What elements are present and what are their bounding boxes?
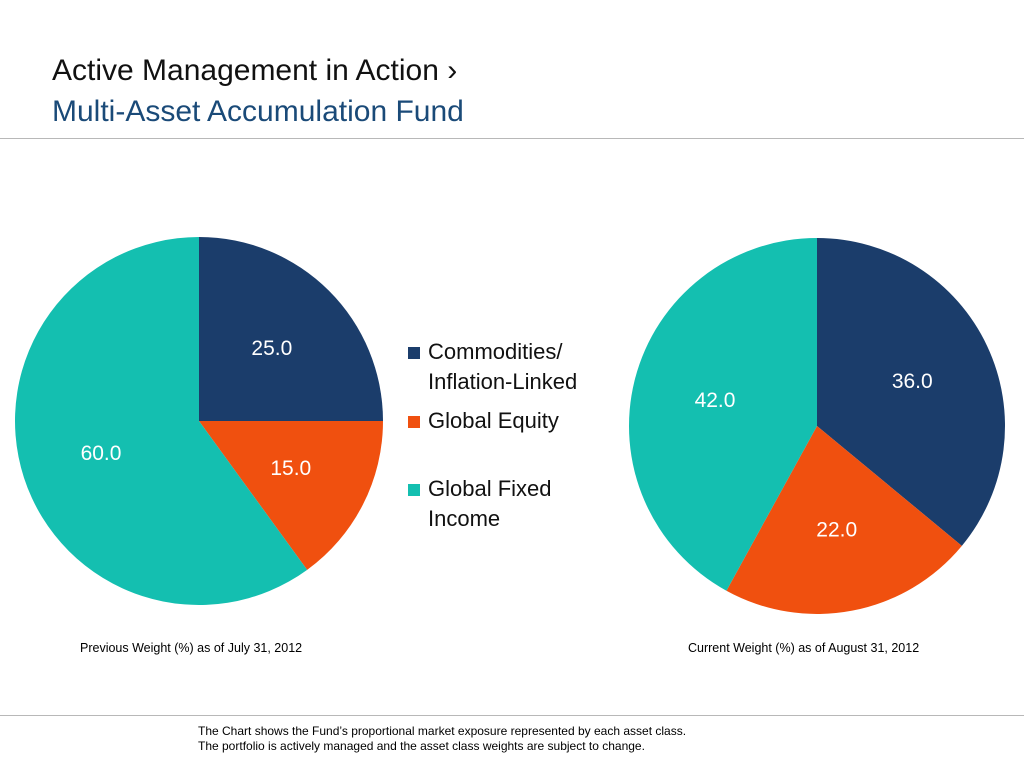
footer-divider bbox=[0, 715, 1024, 716]
current-slice-commodities-inflation-linked bbox=[817, 238, 1005, 546]
current-data-label-global-fixed-income: 42.0 bbox=[695, 389, 736, 412]
chart-caption-previous: Previous Weight (%) as of July 31, 2012 bbox=[80, 641, 303, 655]
header-divider bbox=[0, 138, 1024, 139]
legend-label-1-line-2: Inflation-Linked bbox=[428, 369, 577, 394]
page-title: Active Management in Action › bbox=[52, 54, 458, 87]
legend-label-3-line-2: Income bbox=[428, 506, 500, 531]
chart-caption-current: Current Weight (%) as of August 31, 2012 bbox=[688, 641, 920, 655]
current-slice-global-equity bbox=[726, 426, 962, 614]
previous-data-label-global-equity: 15.0 bbox=[270, 457, 311, 480]
current-data-label-global-equity: 22.0 bbox=[816, 518, 857, 541]
previous-data-label-commodities-inflation-linked: 25.0 bbox=[251, 337, 292, 360]
pie-chart-previous: 25.0 15.0 60.0 bbox=[15, 237, 383, 605]
legend-label-3-line-1: Global Fixed bbox=[428, 476, 552, 501]
current-slice-global-fixed-income bbox=[629, 238, 817, 591]
current-data-label-commodities-inflation-linked: 36.0 bbox=[892, 370, 933, 393]
legend-swatch-2 bbox=[408, 416, 420, 428]
legend-label-1-line-1: Commodities/ bbox=[428, 339, 563, 364]
legend-swatch-3 bbox=[408, 484, 420, 496]
footnote-line-1: The Chart shows the Fund’s proportional … bbox=[198, 724, 687, 738]
pie-chart-current: 36.0 22.0 42.0 bbox=[629, 238, 1005, 614]
footnote: The Chart shows the Fund’s proportional … bbox=[198, 724, 686, 754]
previous-slice-commodities-inflation-linked bbox=[199, 237, 383, 421]
previous-slice-global-equity bbox=[199, 421, 383, 570]
pie-charts: 25.0 15.0 60.0 36.0 22.0 42.0 Commodities/In… bbox=[15, 237, 1005, 614]
footnote-line-2: The portfolio is actively managed and th… bbox=[198, 739, 645, 753]
legend-label-2-line-1: Global Equity bbox=[428, 408, 559, 433]
previous-slice-global-fixed-income bbox=[15, 237, 308, 605]
chart-legend: Commodities/Inflation-Linked Global Equit… bbox=[408, 339, 577, 531]
legend-swatch-1 bbox=[408, 347, 420, 359]
page-subtitle: Multi-Asset Accumulation Fund bbox=[52, 95, 464, 128]
previous-data-label-global-fixed-income: 60.0 bbox=[81, 442, 122, 465]
